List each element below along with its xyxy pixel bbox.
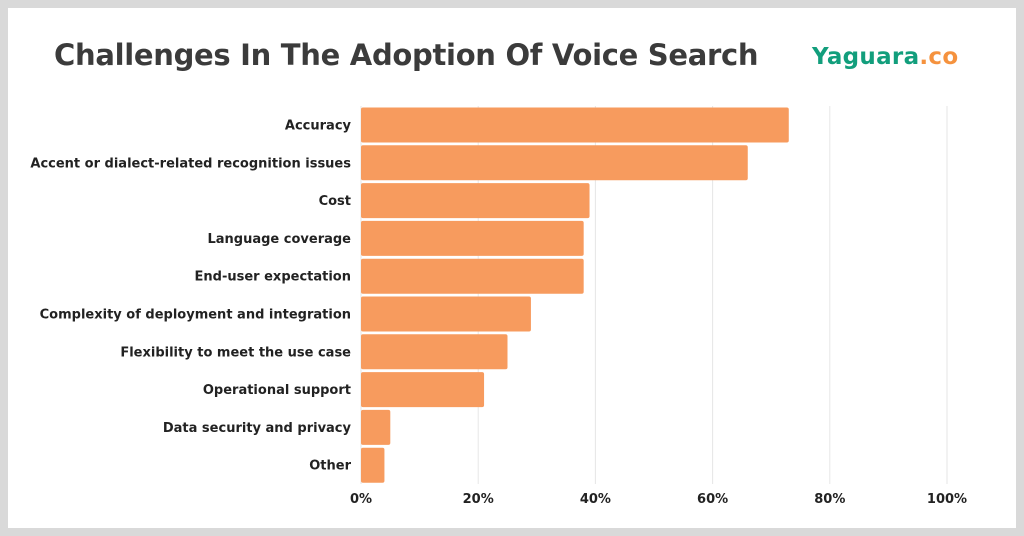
category-label: Accent or dialect-related recognition is… [30, 156, 351, 171]
logo-suffix: .co [919, 44, 959, 70]
x-tick-label: 60% [697, 492, 728, 507]
x-tick-label: 20% [463, 492, 494, 507]
bar [361, 220, 584, 256]
category-label: Accuracy [285, 119, 352, 134]
chart-title: Challenges In The Adoption Of Voice Sear… [54, 38, 759, 72]
bar [361, 334, 508, 370]
category-label: Cost [319, 194, 351, 209]
bar [361, 447, 385, 483]
category-label: Data security and privacy [163, 421, 352, 436]
x-tick-label: 40% [580, 492, 611, 507]
bar [361, 145, 748, 181]
category-label: Language coverage [207, 232, 351, 247]
bar [361, 258, 584, 294]
bar [361, 372, 485, 408]
category-label: Complexity of deployment and integration [40, 308, 351, 323]
bar [361, 409, 391, 445]
x-tick-label: 0% [350, 492, 372, 507]
x-tick-label: 100% [927, 492, 967, 507]
bar [361, 107, 789, 143]
category-label: Other [309, 459, 351, 474]
bar [361, 183, 590, 219]
category-label: Operational support [203, 383, 351, 398]
logo-main: Yaguara [812, 44, 920, 70]
category-label: End-user expectation [195, 270, 351, 285]
bar [361, 296, 531, 332]
x-tick-label: 80% [814, 492, 845, 507]
yaguara-logo: Yaguara.co [812, 44, 958, 70]
category-label: Flexibility to meet the use case [120, 345, 351, 360]
